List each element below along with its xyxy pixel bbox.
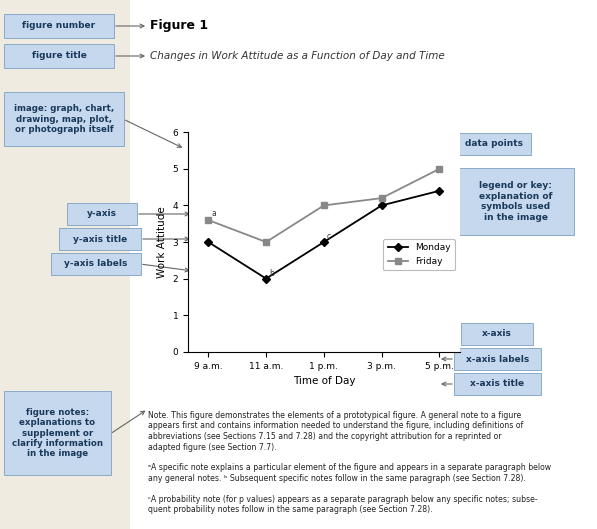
Text: Changes in Work Attitude as a Function of Day and Time: Changes in Work Attitude as a Function o… [150,51,445,61]
Monday [436,188,443,194]
Text: y-axis: y-axis [87,209,117,218]
Text: x-axis labels: x-axis labels [466,354,529,363]
Text: ᵃA specific note explains a particular element of the figure and appears in a se: ᵃA specific note explains a particular e… [148,463,551,472]
Friday [263,239,270,245]
Legend: Monday, Friday: Monday, Friday [383,239,455,270]
Text: quent probability notes follow in the same paragraph (see Section 7.28).: quent probability notes follow in the sa… [148,506,433,515]
FancyBboxPatch shape [59,228,141,250]
Friday [436,166,443,172]
Friday [378,195,385,201]
Text: any general notes. ᵇ Subsequent specific notes follow in the same paragraph (see: any general notes. ᵇ Subsequent specific… [148,474,526,483]
Text: appears first and contains information needed to understand the figure, includin: appears first and contains information n… [148,422,523,431]
Line: Monday: Monday [205,188,442,282]
Text: image: graph, chart,
drawing, map, plot,
or photograph itself: image: graph, chart, drawing, map, plot,… [14,104,114,134]
Text: ᶜA probability note (for p values) appears as a separate paragraph below any spe: ᶜA probability note (for p values) appea… [148,495,538,504]
Monday [320,239,327,245]
Text: b: b [269,269,274,278]
Text: tick marks: tick marks [204,287,258,296]
Friday [205,217,212,223]
Text: c: c [327,232,331,241]
Text: y-axis title: y-axis title [73,234,127,243]
Friday [320,202,327,208]
FancyBboxPatch shape [51,253,141,275]
Text: Note. This figure demonstrates the elements of a prototypical figure. A general : Note. This figure demonstrates the eleme… [148,411,521,420]
FancyBboxPatch shape [4,44,114,68]
FancyBboxPatch shape [4,14,114,38]
Text: figure notes:
explanations to
supplement or
clarify information
in the image: figure notes: explanations to supplement… [12,408,103,458]
Text: figure title: figure title [32,51,87,60]
FancyBboxPatch shape [461,323,533,345]
Text: Figure 1: Figure 1 [150,20,208,32]
FancyBboxPatch shape [457,133,531,155]
Text: figure number: figure number [23,22,96,31]
FancyBboxPatch shape [4,92,124,146]
Text: a: a [211,208,216,217]
Text: data points: data points [465,140,523,149]
Monday [205,239,212,245]
FancyBboxPatch shape [4,391,111,475]
FancyBboxPatch shape [67,203,137,225]
Y-axis label: Work Attitude: Work Attitude [157,206,167,278]
FancyBboxPatch shape [194,280,268,302]
Text: y-axis labels: y-axis labels [64,260,128,269]
FancyBboxPatch shape [457,168,574,235]
Line: Friday: Friday [205,166,442,245]
Monday [378,202,385,208]
Text: abbreviations (see Sections 7.15 and 7.28) and the copyright attribution for a r: abbreviations (see Sections 7.15 and 7.2… [148,432,501,441]
Monday [263,276,270,282]
FancyBboxPatch shape [454,373,541,395]
X-axis label: Time of Day: Time of Day [293,376,355,386]
Text: x-axis title: x-axis title [470,379,525,388]
FancyBboxPatch shape [130,0,597,529]
Text: x-axis: x-axis [482,330,512,339]
Text: legend or key:
explanation of
symbols used
in the image: legend or key: explanation of symbols us… [479,181,552,222]
Text: adapted figure (see Section 7.7).: adapted figure (see Section 7.7). [148,442,276,451]
FancyBboxPatch shape [454,348,541,370]
